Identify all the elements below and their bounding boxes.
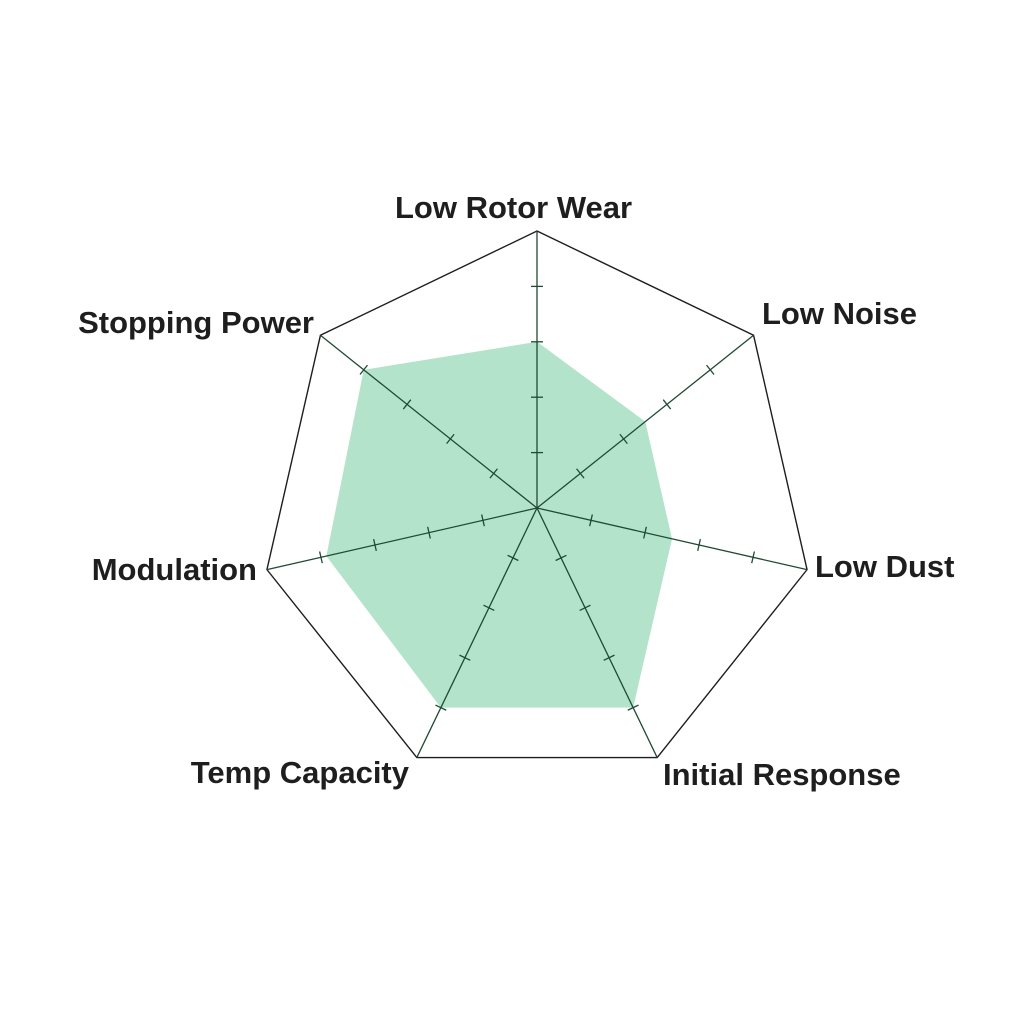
axis-tick (662, 399, 672, 410)
axis-line (320, 334, 538, 509)
axis-tick (459, 654, 471, 661)
axis-tick (697, 538, 702, 551)
axis-tick (427, 526, 431, 539)
axis-tick (446, 433, 455, 445)
axis-line (536, 334, 754, 509)
data-area (326, 341, 673, 708)
axis-tick (619, 433, 628, 445)
axis-label-modulation: Modulation (91, 552, 257, 587)
axis-line (536, 507, 658, 758)
radar-outline (266, 230, 808, 759)
axis-tick (481, 514, 485, 527)
axis-tick (489, 468, 498, 479)
axis-tick (372, 538, 377, 551)
axis-line (416, 507, 538, 758)
axis-label-stopping-power: Stopping Power (78, 305, 314, 340)
axis-tick (579, 604, 591, 612)
axis-tick (318, 551, 323, 564)
axis-tick (589, 514, 593, 527)
axis-tick (402, 399, 412, 410)
axis-tick (643, 526, 647, 539)
axis-line (536, 507, 808, 571)
axis-tick (435, 704, 447, 711)
axis-tick (627, 704, 639, 711)
axis-label-low-dust: Low Dust (815, 549, 955, 584)
axis-tick (507, 554, 519, 562)
axis-tick (751, 551, 756, 564)
axis-label-low-rotor-wear: Low Rotor Wear (395, 190, 633, 225)
axis-tick (555, 554, 567, 562)
axis-tick (603, 654, 615, 661)
axis-label-initial-response: Initial Response (663, 757, 901, 792)
axis-tick (359, 364, 368, 375)
axis-tick (483, 604, 495, 612)
axis-label-low-noise: Low Noise (762, 296, 918, 331)
axis-tick (706, 364, 715, 375)
axis-tick (576, 468, 585, 479)
axis-line (266, 507, 538, 571)
axis-label-temp-capacity: Temp Capacity (190, 755, 409, 790)
